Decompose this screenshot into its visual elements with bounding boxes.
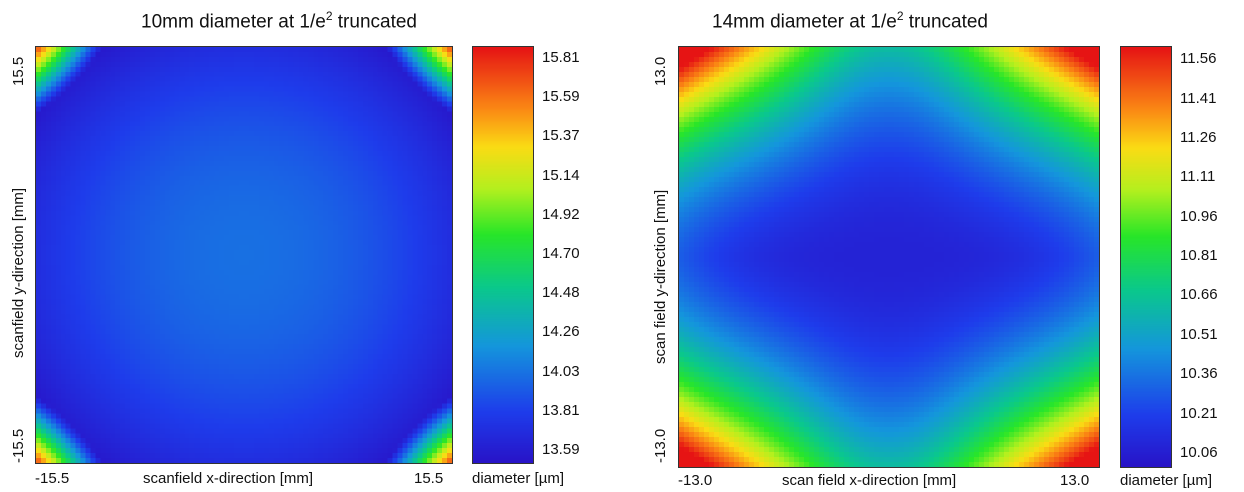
x-tick-label: -15.5 xyxy=(35,470,70,487)
y-tick-label: -15.5 xyxy=(10,428,27,463)
colorbar-tick-label: 10.36 xyxy=(1180,365,1218,383)
colorbar-tick-label: 10.06 xyxy=(1180,443,1218,461)
colorbar-tick-label: 11.26 xyxy=(1180,128,1217,146)
colorbar-tick-label: 13.81 xyxy=(542,401,580,419)
x-axis-label: scan field x-direction [mm] xyxy=(782,472,957,489)
colorbar-tick-label: 15.59 xyxy=(542,88,580,106)
x-tick-label: 15.5 xyxy=(414,470,444,487)
y-tick-label: -13.0 xyxy=(652,428,669,463)
heatmap-plot xyxy=(35,46,453,464)
colorbar-tick-label: 10.81 xyxy=(1180,247,1218,264)
colorbar-tick-label: 11.41 xyxy=(1180,89,1217,107)
colorbar-tick-label: 15.37 xyxy=(542,126,580,144)
colorbar-tick-label: 10.96 xyxy=(1180,207,1218,225)
colorbar-tick-label: 14.26 xyxy=(542,322,580,340)
y-axis-label: scan field y-direction [mm] xyxy=(652,189,669,364)
colorbar-tick-label: 15.14 xyxy=(542,167,580,185)
colorbar-label: diameter [µm] xyxy=(472,470,564,487)
y-axis-label: scanfield y-direction [mm] xyxy=(10,187,27,358)
colorbar-tick-label: 13.59 xyxy=(542,440,580,458)
colorbar-tick-label: 14.92 xyxy=(542,206,580,224)
colorbar-tick-label: 14.48 xyxy=(542,283,580,301)
chart-title: 10mm diameter at 1/e2 truncated xyxy=(141,9,417,33)
chart-panel-2: 14mm diameter at 1/e2 truncated -13.0 13… xyxy=(640,0,1244,492)
y-tick-label: 13.0 xyxy=(652,56,669,86)
colorbar-tick-label: 10.21 xyxy=(1180,404,1218,422)
x-tick-label: 13.0 xyxy=(1060,472,1090,489)
colorbar-tick-label: 15.81 xyxy=(542,49,580,67)
colorbar xyxy=(472,46,534,464)
colorbar-tick-label: 14.03 xyxy=(542,363,580,381)
colorbar-label: diameter [µm] xyxy=(1120,472,1212,489)
x-axis-label: scanfield x-direction [mm] xyxy=(143,470,314,487)
colorbar-tick-label: 11.56 xyxy=(1180,50,1217,68)
chart-title: 14mm diameter at 1/e2 truncated xyxy=(712,9,988,33)
heatmap-plot xyxy=(678,46,1100,468)
colorbar xyxy=(1120,46,1172,468)
colorbar-tick-label: 14.70 xyxy=(542,245,580,262)
chart-panel-1: 10mm diameter at 1/e2 truncated -15.5 15… xyxy=(10,9,580,487)
colorbar-tick-label: 10.66 xyxy=(1180,286,1218,304)
x-tick-label: -13.0 xyxy=(678,472,713,489)
y-tick-label: 15.5 xyxy=(10,56,27,86)
colorbar-tick-label: 10.51 xyxy=(1180,325,1218,343)
colorbar-tick-label: 11.11 xyxy=(1180,168,1216,186)
